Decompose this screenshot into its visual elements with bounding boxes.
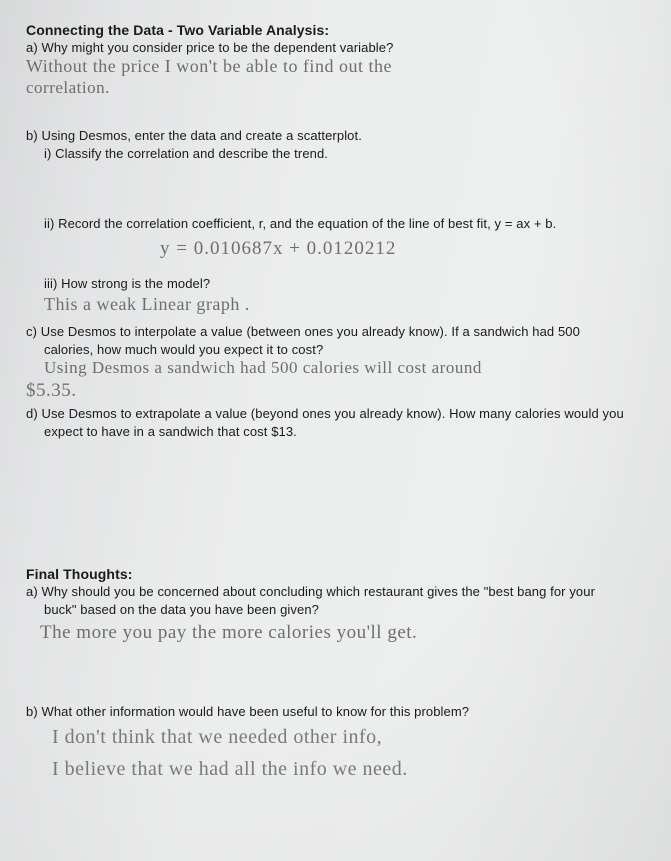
ft-a-l1: a) Why should you be concerned about con… (26, 584, 666, 599)
ft-a-l2: buck" based on the data you have been gi… (44, 602, 319, 617)
q-b-prompt: b) Using Desmos, enter the data and crea… (26, 128, 362, 143)
ft-b-prompt: b) What other information would have bee… (26, 704, 469, 719)
q-d-l2: expect to have in a sandwich that cost $… (44, 424, 297, 439)
worksheet-page: Connecting the Data - Two Variable Analy… (0, 0, 671, 861)
q-b-iii-hw: This a weak Linear graph . (44, 294, 250, 315)
q-b-i: i) Classify the correlation and describe… (44, 146, 328, 161)
q-c-hw-l1: Using Desmos a sandwich had 500 calories… (44, 358, 482, 378)
section2-heading: Final Thoughts: (26, 566, 132, 582)
q-d-l1: d) Use Desmos to extrapolate a value (be… (26, 406, 666, 421)
q-c-l1: c) Use Desmos to interpolate a value (be… (26, 324, 656, 339)
q-a-prompt: a) Why might you consider price to be th… (26, 40, 393, 55)
q-c-l2: calories, how much would you expect it t… (44, 342, 323, 357)
ft-b-hw-l2: I believe that we had all the info we ne… (52, 758, 408, 781)
ft-a-hw: The more you pay the more calories you'l… (40, 622, 417, 644)
q-a-hw-line1: Without the price I won't be able to fin… (26, 56, 392, 77)
q-b-ii: ii) Record the correlation coefficient, … (44, 216, 644, 231)
ft-b-hw-l1: I don't think that we needed other info, (52, 726, 382, 749)
q-c-hw-l2: $5.35. (26, 380, 77, 402)
section1-heading: Connecting the Data - Two Variable Analy… (26, 22, 329, 38)
q-b-ii-hw: y = 0.010687x + 0.0120212 (160, 238, 396, 260)
q-b-iii: iii) How strong is the model? (44, 276, 210, 291)
q-a-hw-line2: correlation. (26, 78, 110, 98)
